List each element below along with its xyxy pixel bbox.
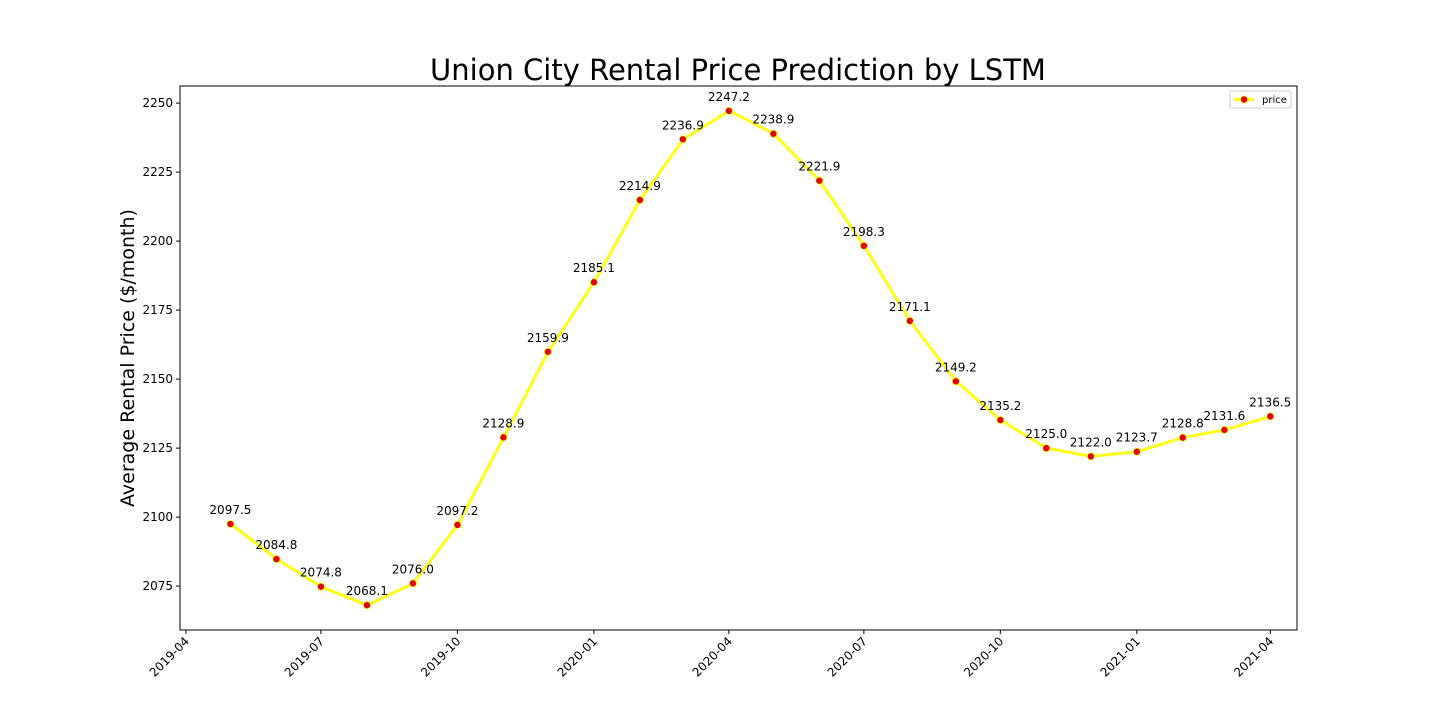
data-label: 2131.6 <box>1203 409 1245 423</box>
x-tick-label: 2020-07 <box>825 634 870 679</box>
data-label: 2128.8 <box>1162 417 1204 431</box>
plot-frame <box>179 85 1298 631</box>
data-point <box>769 129 778 138</box>
data-point <box>226 520 235 529</box>
y-tick-label: 2175 <box>142 303 173 317</box>
legend-box <box>1229 90 1292 109</box>
x-tick-label: 2020-01 <box>555 634 600 679</box>
data-label: 2084.8 <box>255 538 297 552</box>
data-label: 2074.8 <box>300 566 342 580</box>
legend-label: price <box>1262 95 1287 106</box>
y-tick-label: 2100 <box>142 510 173 524</box>
x-tick-label: 2020-04 <box>690 634 735 679</box>
y-axis-label: Average Rental Price ($/month) <box>117 209 139 507</box>
x-tick-label: 2021-01 <box>1098 634 1143 679</box>
data-point <box>1132 447 1141 456</box>
legend: price <box>1229 90 1292 109</box>
data-label: 2149.2 <box>935 360 977 374</box>
y-tick-label: 2075 <box>142 579 173 593</box>
data-label: 2198.3 <box>843 225 885 239</box>
data-label: 2097.2 <box>436 504 478 518</box>
y-tick-label: 2200 <box>142 234 173 248</box>
y-tick-label: 2250 <box>142 96 173 110</box>
data-label: 2123.7 <box>1116 431 1158 445</box>
plot-area: 2075 2100 2125 2150 2175 2200 2225 2250 2019-04 2… <box>142 85 1298 680</box>
data-point <box>1220 425 1229 434</box>
x-tick-label: 2019-07 <box>282 634 327 679</box>
data-point <box>859 241 868 250</box>
x-tick-label: 2021-04 <box>1231 634 1276 679</box>
data-label: 2136.5 <box>1249 395 1291 409</box>
data-point <box>996 415 1005 424</box>
data-label: 2076.0 <box>392 562 434 576</box>
data-point <box>543 347 552 356</box>
y-tick-label: 2150 <box>142 372 173 386</box>
x-tick-label: 2019-10 <box>418 634 463 679</box>
y-tick-label: 2125 <box>142 441 173 455</box>
data-label: 2122.0 <box>1070 435 1112 449</box>
data-label: 2171.1 <box>889 300 931 314</box>
chart-title: Union City Rental Price Prediction by LS… <box>430 53 1046 87</box>
data-point <box>1178 433 1187 442</box>
data-point <box>589 278 598 287</box>
data-label: 2097.5 <box>209 503 251 517</box>
data-label: 2125.0 <box>1025 427 1067 441</box>
data-label: 2135.2 <box>979 399 1021 413</box>
data-label: 2159.9 <box>527 331 569 345</box>
y-tick-label: 2225 <box>142 165 173 179</box>
data-point <box>272 555 281 564</box>
data-point <box>362 601 371 610</box>
data-point <box>499 433 508 442</box>
data-label: 2221.9 <box>798 160 840 174</box>
data-point <box>678 135 687 144</box>
data-point <box>1086 452 1095 461</box>
data-point <box>815 176 824 185</box>
data-point <box>453 520 462 529</box>
series-line-price <box>229 109 1271 607</box>
data-label: 2236.9 <box>662 118 704 132</box>
data-point <box>1266 412 1275 421</box>
data-point <box>635 195 644 204</box>
data-label: 2128.9 <box>482 416 524 430</box>
data-label: 2068.1 <box>346 584 388 598</box>
data-point <box>905 316 914 325</box>
x-tick-label: 2020-10 <box>961 634 1006 679</box>
data-label: 2247.2 <box>708 90 750 104</box>
data-label: 2185.1 <box>573 261 615 275</box>
legend-marker-swatch <box>1240 95 1249 104</box>
x-tick-label: 2019-04 <box>147 634 192 679</box>
data-point <box>408 579 417 588</box>
data-point <box>951 377 960 386</box>
data-point <box>724 106 733 115</box>
data-point <box>316 582 325 591</box>
data-label: 2214.9 <box>619 179 661 193</box>
data-point <box>1042 444 1051 453</box>
data-label: 2238.9 <box>752 113 794 127</box>
